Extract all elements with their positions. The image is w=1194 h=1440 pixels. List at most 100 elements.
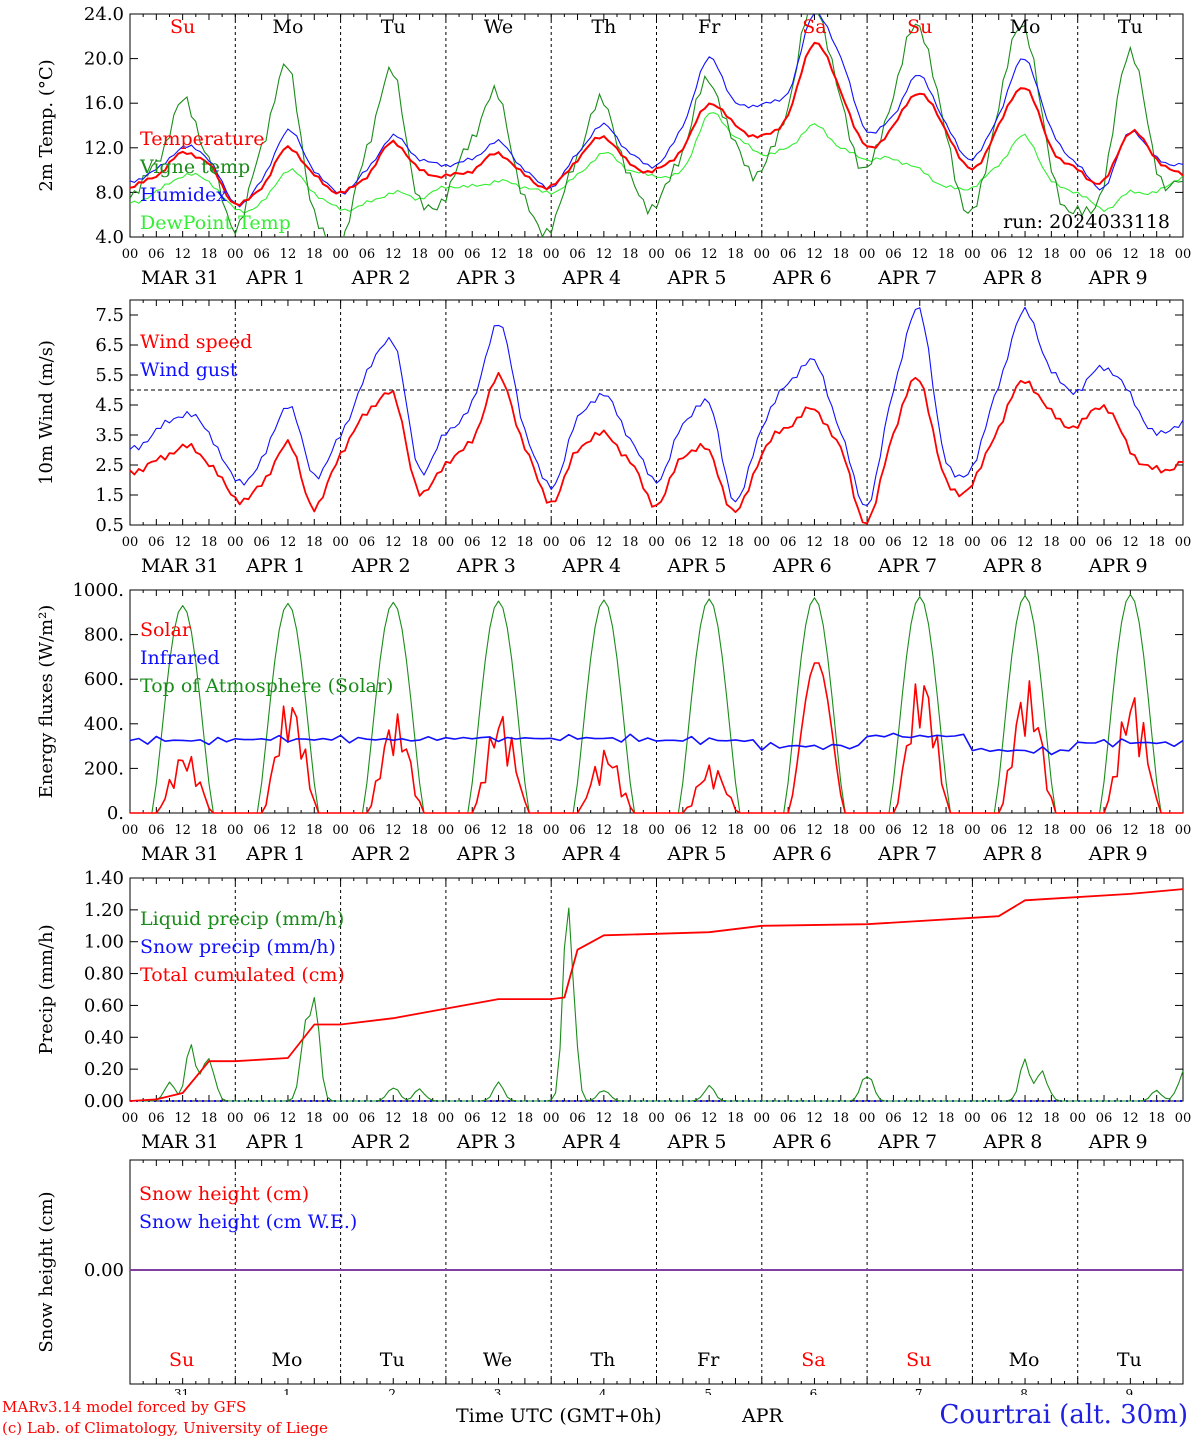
panel-1-date-label: APR 3 xyxy=(456,555,516,577)
panel-0-hour-label: 18 xyxy=(938,247,955,262)
panel-2-hour-label: 12 xyxy=(806,823,823,838)
panel-2-hour-label: 18 xyxy=(1148,823,1165,838)
panel-0-day-name: Sa xyxy=(802,16,826,38)
panel-1-hour-label: 12 xyxy=(385,535,402,550)
panel-0-hour-label: 12 xyxy=(174,247,191,262)
panel-3-hour-label: 06 xyxy=(359,1111,376,1126)
panel-0-hour-label: 12 xyxy=(280,247,297,262)
panel-1-legend-wind-gust: Wind gust xyxy=(140,359,238,381)
panel-0-y-tick-label: 12.0 xyxy=(84,138,124,159)
panel-1-hour-label: 18 xyxy=(938,535,955,550)
panel-0-day-name: Su xyxy=(907,16,932,38)
panel-2-hour-label: 12 xyxy=(1122,823,1139,838)
panel-3-hour-label: 06 xyxy=(1096,1111,1113,1126)
panel-3-hour-label: 06 xyxy=(464,1111,481,1126)
panel-1-hour-label: 06 xyxy=(780,535,797,550)
panel-0-hour-label: 00 xyxy=(754,247,771,262)
panel-0-hour-label: 00 xyxy=(438,247,455,262)
panel-1-date-label: APR 5 xyxy=(667,555,727,577)
panel-4-day-name: We xyxy=(483,1349,512,1371)
panel-3-hour-label: 18 xyxy=(727,1111,744,1126)
panel-3-hour-label: 06 xyxy=(148,1111,165,1126)
panel-2-hour-label: 18 xyxy=(938,823,955,838)
panel-2-hour-label: 18 xyxy=(727,823,744,838)
panel-0-date-label: APR 4 xyxy=(561,267,621,289)
panel-1-hour-label: 00 xyxy=(227,535,244,550)
panel-0-hour-label: 00 xyxy=(648,247,665,262)
panel-2-hour-label: 00 xyxy=(543,823,560,838)
panel-0-hour-label: 18 xyxy=(306,247,323,262)
panel-3-date-label: APR 7 xyxy=(877,1131,937,1153)
panel-3-y-tick-label: 0.60 xyxy=(84,995,124,1016)
panel-3-legend-total-cumulated-cm-: Total cumulated (cm) xyxy=(140,964,345,986)
panel-2-date-label: APR 9 xyxy=(1088,843,1148,865)
panel-1-hour-label: 00 xyxy=(1069,535,1086,550)
panel-3-hour-label: 12 xyxy=(174,1111,191,1126)
panel-0-hour-label: 06 xyxy=(675,247,692,262)
panel-3-hour-label: 00 xyxy=(438,1111,455,1126)
panel-0-y-tick-label: 16.0 xyxy=(84,93,124,114)
panel-2-y-tick-label: 800. xyxy=(84,625,124,646)
panel-0-legend-humidex: Humidex xyxy=(140,184,227,206)
panel-3-date-label: MAR 31 xyxy=(141,1131,219,1153)
panel-0-hour-label: 12 xyxy=(911,247,928,262)
panel-2-hour-label: 18 xyxy=(1043,823,1060,838)
panel-3-date-label: APR 3 xyxy=(456,1131,516,1153)
panel-3-hour-label: 18 xyxy=(201,1111,218,1126)
wind-series-wind-gust xyxy=(129,306,1184,507)
panel-2-date-label: APR 6 xyxy=(772,843,832,865)
panel-1-hour-label: 18 xyxy=(727,535,744,550)
panel-0-legend-temperature: Temperature xyxy=(140,128,264,150)
precip-series-total xyxy=(129,888,1184,1102)
panel-0-day-name: Mo xyxy=(1010,16,1041,38)
panel-3-date-label: APR 2 xyxy=(351,1131,411,1153)
panel-2-hour-label: 00 xyxy=(754,823,771,838)
panel-0-hour-label: 06 xyxy=(780,247,797,262)
panel-3-y-axis-label: Precip (mm/h) xyxy=(36,924,57,1054)
panel-2-hour-label: 12 xyxy=(174,823,191,838)
panel-1-hour-label: 00 xyxy=(332,535,349,550)
panel-1-hour-label: 06 xyxy=(569,535,586,550)
panel-3-hour-label: 12 xyxy=(1122,1111,1139,1126)
panel-3-hour-label: 00 xyxy=(122,1111,139,1126)
panel-0-hour-label: 00 xyxy=(1069,247,1086,262)
panel-2-date-label: APR 5 xyxy=(667,843,727,865)
panel-1-y-axis-label: 10m Wind (m/s) xyxy=(36,340,57,485)
panel-3-hour-label: 18 xyxy=(411,1111,428,1126)
panel-4-day-name: Sa xyxy=(801,1349,825,1371)
panel-3-hour-label: 06 xyxy=(990,1111,1007,1126)
panel-4-day-name: Tu xyxy=(380,1349,405,1371)
panel-1-date-label: APR 1 xyxy=(245,555,305,577)
panel-1-hour-label: 18 xyxy=(622,535,639,550)
panel-1-hour-label: 12 xyxy=(701,535,718,550)
panel-3-hour-label: 00 xyxy=(332,1111,349,1126)
panel-4-day-number: 1 xyxy=(283,1387,291,1395)
panel-0-y-tick-label: 20.0 xyxy=(84,49,124,70)
panel-0-hour-label: 18 xyxy=(622,247,639,262)
panel-4-day-name: Mo xyxy=(1009,1349,1040,1371)
panel-2-hour-label: 06 xyxy=(1096,823,1113,838)
panel-3-hour-label: 00 xyxy=(964,1111,981,1126)
panel-2-hour-label: 12 xyxy=(1017,823,1034,838)
panel-3-date-label: APR 4 xyxy=(561,1131,621,1153)
panel-1-date-label: APR 8 xyxy=(982,555,1042,577)
panel-3-y-tick-label: 1.00 xyxy=(84,932,124,953)
panel-3-hour-label: 12 xyxy=(490,1111,507,1126)
panel-1-hour-label: 00 xyxy=(964,535,981,550)
panel-0-hour-label: 06 xyxy=(359,247,376,262)
panel-0-date-label: APR 2 xyxy=(351,267,411,289)
panel-2-hour-label: 06 xyxy=(780,823,797,838)
temp-series-vigne-temp xyxy=(130,14,1183,237)
site-label: Courtrai (alt. 30m) xyxy=(939,1400,1189,1430)
panel-0-hour-label: 00 xyxy=(964,247,981,262)
panel-2-hour-label: 18 xyxy=(306,823,323,838)
month-label: APR xyxy=(742,1405,783,1427)
panel-3-hour-label: 12 xyxy=(596,1111,613,1126)
panel-3-hour-label: 00 xyxy=(754,1111,771,1126)
panel-2-hour-label: 06 xyxy=(569,823,586,838)
panel-4-day-name: Th xyxy=(590,1349,615,1371)
panel-1-hour-label: 00 xyxy=(438,535,455,550)
panel-2-hour-label: 18 xyxy=(411,823,428,838)
panel-0-date-label: APR 7 xyxy=(877,267,937,289)
panel-3-hour-label: 12 xyxy=(806,1111,823,1126)
